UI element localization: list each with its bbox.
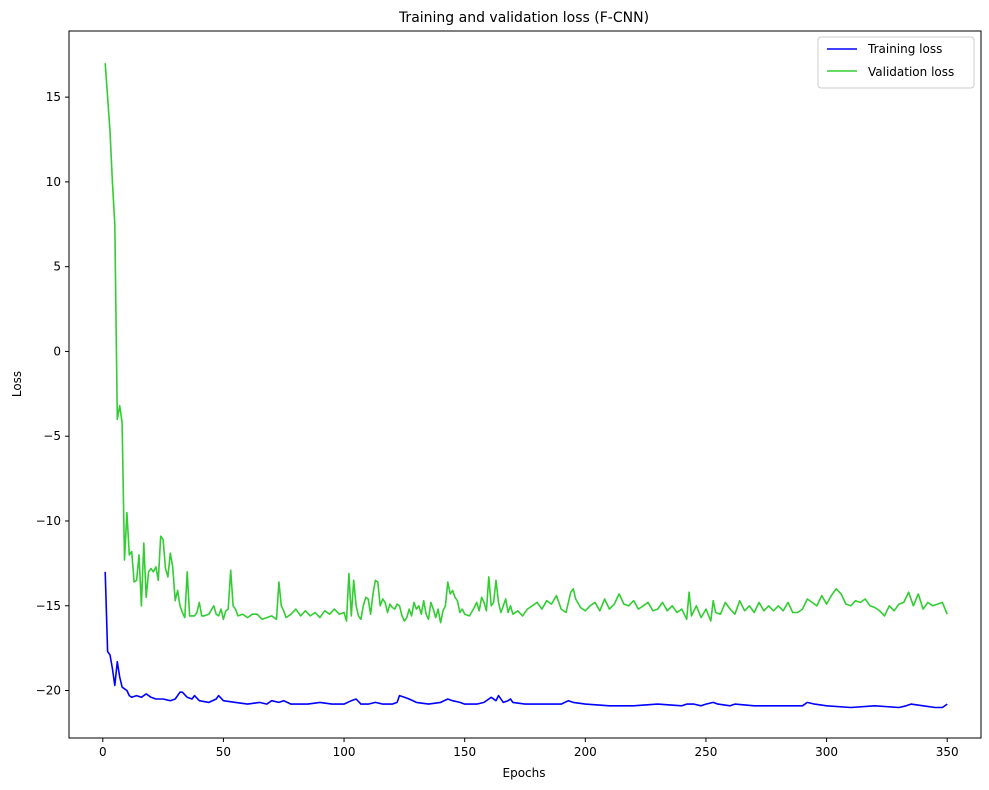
- y-tick-label: 10: [46, 175, 61, 189]
- x-tick-label: 350: [936, 745, 959, 759]
- series-layer: [104, 63, 948, 709]
- y-tick-label: −15: [36, 599, 61, 613]
- x-axis: 0 50 100 150 200 250 300 350: [99, 738, 959, 759]
- x-tick-label: 250: [694, 745, 717, 759]
- y-tick-label: 5: [53, 260, 61, 274]
- x-tick-label: 200: [574, 745, 597, 759]
- series-line-validation: [104, 63, 948, 624]
- plot-frame: [68, 30, 982, 739]
- legend: Training loss Validation loss: [817, 36, 975, 89]
- y-tick-label: −5: [43, 429, 61, 443]
- y-axis: −20 −15 −10 −5 0 5 10 15: [36, 90, 69, 698]
- legend-label-validation: Validation loss: [868, 65, 954, 79]
- chart-title: Training and validation loss (F-CNN): [398, 10, 649, 26]
- y-tick-label: −20: [36, 684, 61, 698]
- y-tick-label: 15: [46, 90, 61, 104]
- y-axis-label: Loss: [10, 371, 24, 397]
- y-tick-label: 0: [53, 344, 61, 358]
- x-tick-label: 300: [815, 745, 838, 759]
- x-tick-label: 150: [453, 745, 476, 759]
- legend-label-training: Training loss: [867, 42, 942, 56]
- x-tick-label: 100: [333, 745, 356, 759]
- y-tick-label: −10: [36, 514, 61, 528]
- x-tick-label: 0: [99, 745, 107, 759]
- x-axis-label: Epochs: [503, 766, 546, 780]
- series-line-training: [104, 571, 948, 709]
- x-tick-label: 50: [216, 745, 231, 759]
